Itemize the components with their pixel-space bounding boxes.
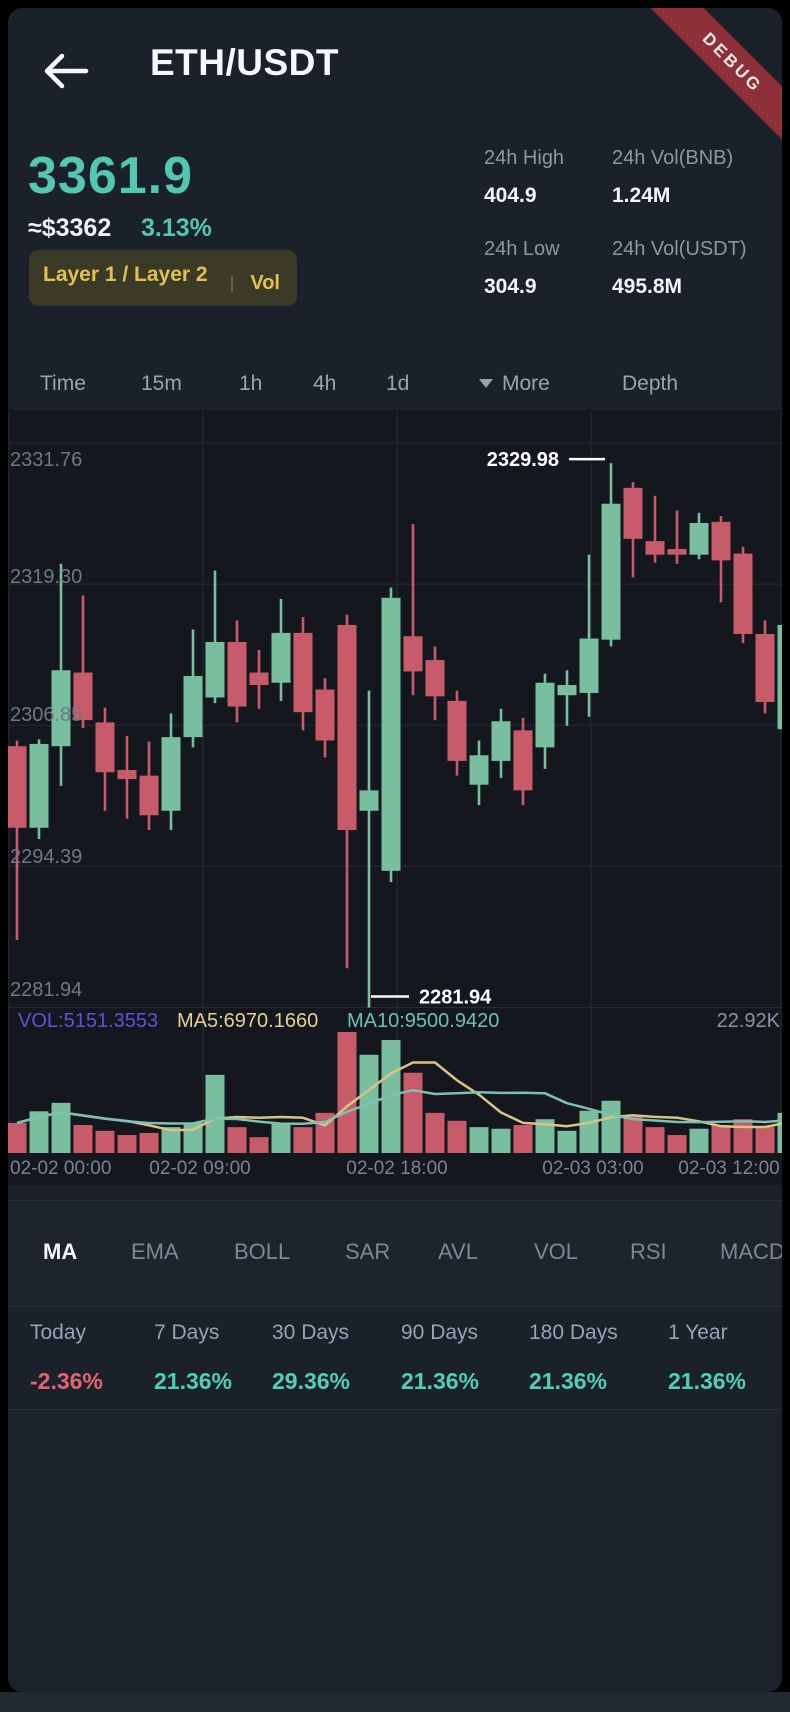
chevron-down-icon bbox=[479, 379, 493, 388]
debug-ribbon: DEBUG bbox=[637, 8, 782, 158]
tab-time[interactable]: Time bbox=[40, 372, 86, 395]
page-title: ETH/USDT bbox=[150, 42, 339, 83]
stat-label-24h-low: 24h Low bbox=[484, 238, 560, 260]
footer-bar bbox=[0, 1692, 790, 1712]
vol-tag: Vol bbox=[250, 272, 280, 294]
perf-value-7d: 21.36% bbox=[154, 1368, 233, 1394]
last-price: 3361.9 bbox=[28, 147, 194, 205]
stat-value-24h-low: 304.9 bbox=[484, 275, 537, 298]
indicator-tab-sar[interactable]: SAR bbox=[345, 1239, 391, 1264]
stat-value-24h-high: 404.9 bbox=[484, 184, 537, 207]
back-button[interactable] bbox=[38, 46, 94, 96]
perf-value-90d: 21.36% bbox=[401, 1368, 480, 1394]
perf-label-7d: 7 Days bbox=[154, 1321, 220, 1344]
x-axis-label: 02-03 03:00 bbox=[542, 1158, 643, 1179]
x-axis-label: 02-03 12:00 bbox=[678, 1158, 779, 1179]
category-badge: Layer 1 / Layer 2 Vol bbox=[29, 250, 297, 306]
indicator-tab-boll[interactable]: BOLL bbox=[234, 1239, 291, 1264]
indicator-tab-vol[interactable]: VOL bbox=[534, 1239, 579, 1264]
volume-max-label: 22.92K bbox=[717, 1010, 781, 1032]
stat-value-24h-vol-bnb: 1.24M bbox=[612, 184, 671, 207]
indicator-tab-rsi[interactable]: RSI bbox=[630, 1239, 667, 1264]
perf-value-1y: 21.36% bbox=[668, 1368, 747, 1394]
change-percent: 3.13% bbox=[141, 214, 212, 242]
perf-label-1y: 1 Year bbox=[668, 1321, 728, 1344]
indicator-tab-avl[interactable]: AVL bbox=[438, 1239, 478, 1264]
empty-panel bbox=[8, 1409, 782, 1692]
stat-value-24h-vol-usdt: 495.8M bbox=[612, 275, 683, 298]
perf-label-today: Today bbox=[30, 1321, 87, 1344]
volume-legend: VOL:5151.3553 bbox=[18, 1010, 158, 1032]
x-axis-label: 02-02 00:00 bbox=[10, 1158, 111, 1179]
indicator-tab-macd[interactable]: MACD bbox=[720, 1239, 782, 1264]
candlestick-volume-chart: 2331.76 2319.30 2306.85 2294.39 2281.94 2329.… bbox=[8, 412, 782, 1179]
indicator-tab-ema[interactable]: EMA bbox=[131, 1239, 179, 1264]
y-axis-label: 2331.76 bbox=[10, 449, 82, 471]
ma5-legend: MA5:6970.1660 bbox=[177, 1010, 318, 1032]
indicator-tab-ma[interactable]: MA bbox=[43, 1239, 78, 1264]
x-axis-label: 02-02 18:00 bbox=[346, 1158, 447, 1179]
arrow-left-icon bbox=[44, 53, 89, 89]
stat-label-24h-vol-usdt: 24h Vol(USDT) bbox=[612, 238, 747, 260]
tab-4h[interactable]: 4h bbox=[313, 372, 337, 395]
perf-value-180d: 21.36% bbox=[529, 1368, 608, 1394]
tab-depth[interactable]: Depth bbox=[622, 372, 679, 395]
tab-more[interactable]: More bbox=[479, 372, 550, 396]
tab-1d[interactable]: 1d bbox=[386, 372, 410, 395]
y-axis-label: 2306.85 bbox=[10, 704, 82, 726]
tab-1h[interactable]: 1h bbox=[239, 372, 263, 395]
tab-15m[interactable]: 15m bbox=[141, 372, 182, 395]
ma10-legend: MA10:9500.9420 bbox=[347, 1010, 499, 1032]
tag-divider bbox=[231, 276, 233, 292]
indicator-tab-bar: MA EMA BOLL SAR AVL VOL RSI MACD bbox=[8, 1200, 782, 1307]
fiat-approx: ≈$3362 bbox=[28, 214, 112, 242]
y-axis-label: 2319.30 bbox=[10, 566, 82, 588]
app-panel: ETH/USDT DEBUG 3361.9 ≈$3362 3.13% Layer… bbox=[8, 8, 782, 1692]
y-axis-label: 2281.94 bbox=[10, 979, 82, 1001]
perf-value-today: -2.36% bbox=[30, 1368, 103, 1394]
kline-chart[interactable]: 2331.76 2319.30 2306.85 2294.39 2281.94 2329.… bbox=[8, 410, 782, 1185]
perf-label-180d: 180 Days bbox=[529, 1321, 618, 1344]
perf-label-30d: 30 Days bbox=[272, 1321, 350, 1344]
perf-value-30d: 29.36% bbox=[272, 1368, 351, 1394]
high-annotation: 2329.98 bbox=[487, 449, 559, 471]
category-tag: Layer 1 / Layer 2 bbox=[43, 263, 208, 286]
perf-label-90d: 90 Days bbox=[401, 1321, 479, 1344]
stat-label-24h-vol-bnb: 24h Vol(BNB) bbox=[612, 147, 734, 169]
stat-label-24h-high: 24h High bbox=[484, 147, 565, 169]
y-axis-label: 2294.39 bbox=[10, 846, 82, 868]
low-annotation: 2281.94 bbox=[419, 986, 492, 1008]
x-axis-label: 02-02 09:00 bbox=[149, 1158, 250, 1179]
